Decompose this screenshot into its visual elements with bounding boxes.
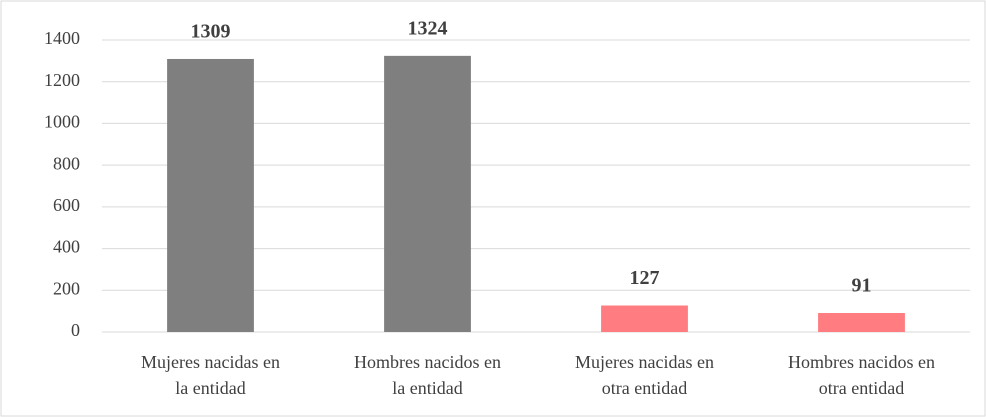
- data-label: 127: [630, 267, 660, 289]
- y-tick-label: 1000: [44, 112, 80, 132]
- data-label: 91: [852, 275, 872, 297]
- x-tick-label: Mujeres nacidas en la entidad: [141, 352, 280, 398]
- y-tick-label: 200: [53, 278, 80, 298]
- bar: [384, 55, 471, 332]
- y-tick-label: 1400: [44, 28, 80, 48]
- bar: [601, 305, 688, 332]
- y-tick-label: 800: [53, 153, 80, 173]
- data-label: 1309: [191, 21, 231, 43]
- bar: [818, 313, 905, 332]
- y-tick-label: 600: [53, 195, 80, 215]
- x-tick-label: Hombres nacidos en la entidad: [354, 352, 501, 398]
- y-tick-label: 1200: [44, 70, 80, 90]
- y-tick-label: 400: [53, 237, 80, 257]
- x-tick-label: Mujeres nacidas en otra entidad: [575, 352, 714, 398]
- data-label: 1324: [408, 17, 448, 39]
- y-tick-label: 0: [71, 320, 80, 340]
- x-tick-label: Hombres nacidos en otra entidad: [788, 352, 935, 398]
- bar: [167, 58, 254, 332]
